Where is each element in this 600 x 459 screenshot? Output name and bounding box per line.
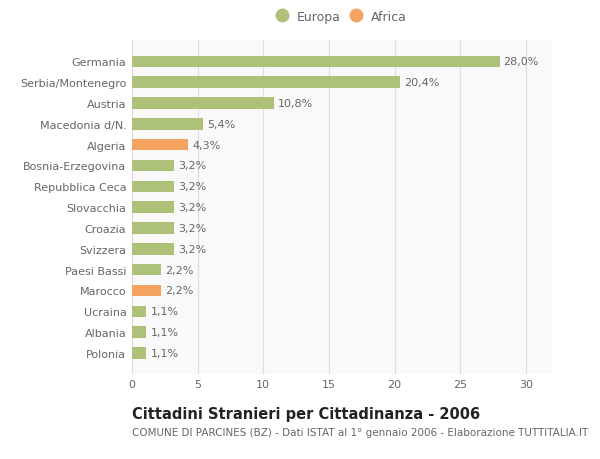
Bar: [132, 181, 174, 193]
Text: 3,2%: 3,2%: [178, 244, 206, 254]
Bar: [132, 56, 499, 68]
Text: Cittadini Stranieri per Cittadinanza - 2006: Cittadini Stranieri per Cittadinanza - 2…: [132, 406, 480, 421]
Bar: [132, 347, 146, 359]
Bar: [132, 160, 174, 172]
Text: 5,4%: 5,4%: [207, 119, 235, 129]
Text: 2,2%: 2,2%: [165, 286, 193, 296]
Bar: [132, 98, 274, 109]
Bar: [132, 119, 203, 130]
Text: 3,2%: 3,2%: [178, 161, 206, 171]
Bar: [132, 223, 174, 234]
Text: COMUNE DI PARCINES (BZ) - Dati ISTAT al 1° gennaio 2006 - Elaborazione TUTTITALI: COMUNE DI PARCINES (BZ) - Dati ISTAT al …: [132, 427, 588, 437]
Text: 3,2%: 3,2%: [178, 203, 206, 213]
Bar: [132, 202, 174, 213]
Bar: [132, 285, 161, 297]
Text: 1,1%: 1,1%: [151, 327, 179, 337]
Bar: [132, 327, 146, 338]
Bar: [132, 306, 146, 317]
Text: 3,2%: 3,2%: [178, 224, 206, 234]
Bar: [132, 264, 161, 276]
Text: 1,1%: 1,1%: [151, 348, 179, 358]
Text: 1,1%: 1,1%: [151, 307, 179, 317]
Text: 20,4%: 20,4%: [404, 78, 439, 88]
Bar: [132, 244, 174, 255]
Text: 28,0%: 28,0%: [503, 57, 539, 67]
Text: 3,2%: 3,2%: [178, 182, 206, 192]
Bar: [132, 140, 188, 151]
Legend: Europa, Africa: Europa, Africa: [274, 8, 410, 28]
Text: 2,2%: 2,2%: [165, 265, 193, 275]
Text: 10,8%: 10,8%: [278, 99, 313, 109]
Text: 4,3%: 4,3%: [193, 140, 221, 150]
Bar: [132, 77, 400, 89]
